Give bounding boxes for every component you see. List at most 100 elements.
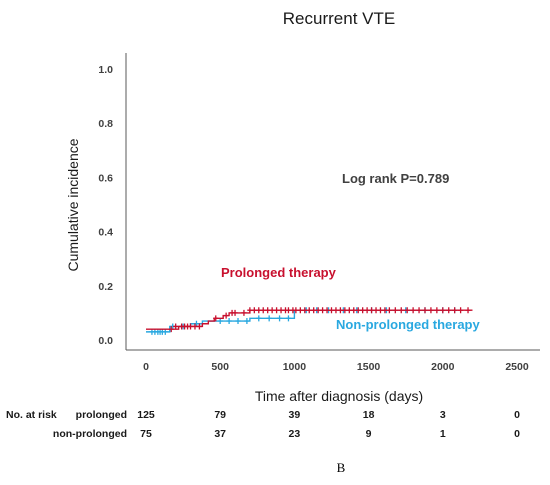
y-tick-label: 0.0	[98, 335, 113, 347]
censor-mark-prolonged	[346, 307, 352, 314]
censor-mark-prolonged	[196, 323, 203, 330]
censor-mark-non-prolonged	[244, 318, 250, 325]
censor-mark-prolonged	[333, 307, 339, 314]
risk-value: 79	[214, 409, 226, 421]
censor-mark-prolonged	[434, 307, 440, 314]
censor-mark-prolonged	[302, 307, 308, 314]
censor-mark-prolonged	[251, 307, 257, 314]
censor-mark-prolonged	[293, 307, 299, 314]
censor-mark-prolonged	[324, 307, 330, 314]
censor-mark-prolonged	[398, 307, 404, 314]
y-tick-label: 1.0	[98, 64, 113, 76]
censor-mark-prolonged	[256, 307, 262, 314]
censor-mark-prolonged	[223, 312, 229, 319]
censor-mark-prolonged	[241, 309, 247, 316]
risk-value: 0	[514, 428, 520, 440]
censor-mark-prolonged	[416, 307, 422, 314]
x-tick-label: 1000	[283, 361, 307, 373]
log-rank-annotation: Log rank P=0.789	[342, 171, 449, 186]
censor-mark-prolonged	[452, 307, 458, 314]
censor-mark-prolonged	[328, 307, 335, 314]
censor-mark-prolonged	[213, 315, 219, 322]
censor-mark-prolonged	[373, 307, 379, 314]
risk-value: 18	[363, 409, 375, 421]
x-tick-label: 500	[211, 361, 229, 373]
censor-mark-prolonged	[337, 307, 344, 314]
y-tick-label: 0.2	[98, 281, 113, 293]
risk-value: 0	[514, 409, 520, 421]
series-line-prolonged	[146, 309, 473, 330]
risk-row-label-prolonged: prolonged	[76, 409, 127, 421]
risk-value: 75	[140, 428, 152, 440]
censor-mark-prolonged	[311, 307, 317, 314]
censor-mark-prolonged	[315, 307, 321, 314]
censor-mark-prolonged	[377, 307, 384, 314]
censor-mark-prolonged	[319, 307, 326, 314]
censor-mark-prolonged	[382, 307, 388, 314]
y-tick-label: 0.8	[98, 118, 113, 130]
censor-mark-prolonged	[355, 307, 361, 314]
x-tick-label: 0	[143, 361, 149, 373]
censor-mark-non-prolonged	[276, 315, 283, 322]
censor-mark-prolonged	[428, 307, 434, 314]
censor-mark-prolonged	[260, 307, 266, 314]
risk-value: 37	[214, 428, 226, 440]
x-tick-label: 1500	[357, 361, 381, 373]
risk-value: 3	[440, 409, 446, 421]
censor-mark-prolonged	[247, 307, 253, 314]
censor-mark-non-prolonged	[217, 318, 223, 325]
censor-mark-prolonged	[386, 307, 392, 314]
censor-mark-prolonged	[404, 307, 410, 314]
censor-mark-prolonged	[465, 307, 471, 314]
censor-mark-prolonged	[187, 323, 194, 330]
censor-mark-prolonged	[364, 307, 370, 314]
chart-title: Recurrent VTE	[283, 9, 395, 28]
risk-value: 39	[289, 409, 301, 421]
censor-mark-prolonged	[269, 307, 275, 314]
censor-mark-prolonged	[368, 307, 375, 314]
risk-value: 9	[366, 428, 372, 440]
censor-mark-prolonged	[306, 307, 312, 314]
censor-mark-non-prolonged	[256, 315, 262, 322]
panel-label: B	[337, 460, 346, 475]
censor-mark-prolonged	[173, 323, 179, 330]
risk-values: 125 79 39 18 3 0 75 37 23 9 1 0	[137, 409, 520, 440]
risk-value: 1	[440, 428, 446, 440]
y-axis-label: Cumulative incidence	[65, 138, 81, 271]
censor-mark-non-prolonged	[266, 315, 272, 322]
censor-mark-prolonged	[168, 326, 174, 333]
censor-mark-prolonged	[351, 307, 357, 314]
censor-mark-prolonged	[192, 323, 198, 330]
censor-mark-prolonged	[422, 307, 428, 314]
censor-mark-prolonged	[342, 307, 348, 314]
risk-header: No. at risk	[6, 409, 57, 421]
risk-value: 125	[137, 409, 155, 421]
censor-mark-prolonged	[440, 307, 446, 314]
risk-row-label-non-prolonged: non-prolonged	[53, 428, 127, 440]
y-ticks: 0.0 0.2 0.4 0.6 0.8 1.0	[98, 64, 113, 347]
censor-marks-prolonged	[168, 307, 471, 333]
censor-mark-non-prolonged	[235, 318, 241, 325]
x-axis-label: Time after diagnosis (days)	[255, 388, 423, 404]
censor-mark-prolonged	[297, 307, 303, 314]
y-tick-label: 0.4	[98, 227, 113, 239]
risk-value: 23	[289, 428, 301, 440]
censor-mark-non-prolonged	[285, 315, 292, 322]
series-label-prolonged: Prolonged therapy	[221, 265, 337, 280]
censor-mark-prolonged	[273, 307, 280, 314]
censor-mark-prolonged	[446, 307, 452, 314]
censor-mark-non-prolonged	[162, 328, 168, 335]
censor-mark-non-prolonged	[226, 318, 232, 325]
censor-mark-prolonged	[360, 307, 366, 314]
censor-mark-prolonged	[458, 307, 464, 314]
censor-mark-prolonged	[392, 307, 398, 314]
censor-mark-prolonged	[265, 307, 271, 314]
censor-mark-prolonged	[278, 307, 284, 314]
censor-mark-prolonged	[285, 307, 292, 314]
series-layer	[146, 307, 473, 335]
series-label-non-prolonged: Non-prolonged therapy	[336, 317, 480, 332]
x-tick-label: 2500	[505, 361, 529, 373]
censor-mark-prolonged	[232, 309, 238, 316]
x-ticks: 0 500 1000 1500 2000 2500	[143, 361, 529, 373]
